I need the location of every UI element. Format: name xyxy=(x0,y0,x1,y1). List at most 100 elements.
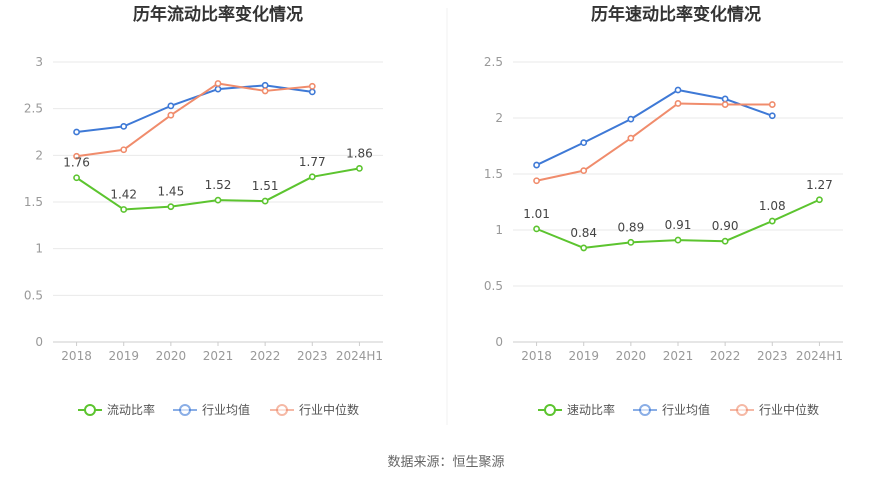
data-point xyxy=(261,87,269,95)
data-point xyxy=(214,80,222,87)
data-point xyxy=(261,197,269,205)
x-tick-label: 2018 xyxy=(61,349,92,363)
y-tick-label: 0 xyxy=(35,335,43,349)
data-label: 1.77 xyxy=(299,155,326,169)
data-point xyxy=(73,128,80,136)
series-line xyxy=(536,89,773,166)
data-point xyxy=(674,86,682,94)
y-tick-label: 1.5 xyxy=(484,167,503,181)
data-label: 0.91 xyxy=(665,218,692,232)
legend-marker xyxy=(276,404,288,416)
data-point xyxy=(120,123,128,130)
data-point xyxy=(261,81,269,89)
x-tick-label: 2024H1 xyxy=(796,349,843,363)
data-point xyxy=(120,146,128,154)
data-point xyxy=(214,85,222,93)
x-tick-label: 2024H1 xyxy=(336,349,383,363)
y-tick-label: 0.5 xyxy=(484,279,503,293)
legend-marker xyxy=(84,404,96,416)
data-point xyxy=(308,88,316,96)
data-point xyxy=(580,139,588,147)
data-label: 1.27 xyxy=(806,178,833,192)
data-point xyxy=(768,217,776,225)
x-tick-label: 2019 xyxy=(108,349,139,363)
y-tick-label: 0 xyxy=(495,335,503,349)
x-tick-label: 2023 xyxy=(297,349,328,363)
source-note: 数据来源：恒生聚源 xyxy=(387,455,504,470)
series-company: 1.76 1.42 1.45 1.52 1.51 1.77 1.86 xyxy=(63,146,373,213)
legend-item-industry_median: 行业中位数 xyxy=(730,402,819,417)
series-industry_median xyxy=(73,80,316,160)
y-tick-label: 1.5 xyxy=(24,195,43,209)
x-tick-label: 2021 xyxy=(203,349,234,363)
x-tick-label: 2020 xyxy=(616,349,647,363)
series-line xyxy=(76,82,313,158)
data-point xyxy=(674,236,682,244)
y-tick-label: 1 xyxy=(35,242,43,256)
data-label: 1.86 xyxy=(346,146,373,160)
x-tick-label: 2019 xyxy=(568,349,599,363)
y-tick-label: 0.5 xyxy=(24,288,43,302)
chart-title: 历年速动比率变化情况 xyxy=(591,4,761,25)
legend-marker xyxy=(179,404,191,416)
data-point xyxy=(167,102,175,110)
data-point xyxy=(73,174,80,182)
data-label: 0.84 xyxy=(570,226,597,240)
data-point xyxy=(768,101,776,108)
data-point xyxy=(356,164,363,172)
data-point xyxy=(120,206,128,213)
data-point xyxy=(580,244,588,252)
legend-item-company: 流动比率 xyxy=(78,402,155,417)
data-point xyxy=(721,95,729,103)
y-tick-label: 2.5 xyxy=(24,102,43,116)
data-label: 1.76 xyxy=(63,156,90,170)
legend-item-industry_avg: 行业均值 xyxy=(633,402,710,417)
data-point xyxy=(167,111,175,119)
data-point xyxy=(768,112,776,120)
data-label: 0.90 xyxy=(712,219,739,233)
legend-label: 行业均值 xyxy=(202,402,250,417)
data-label: 1.51 xyxy=(252,179,279,193)
data-label: 1.52 xyxy=(205,178,232,192)
y-tick-label: 3 xyxy=(35,55,43,69)
data-point xyxy=(308,173,316,181)
data-label: 1.45 xyxy=(157,185,184,199)
data-point xyxy=(308,82,316,90)
series-line xyxy=(536,102,773,182)
legend-marker xyxy=(639,404,651,416)
legend-item-industry_median: 行业中位数 xyxy=(270,402,359,417)
data-label: 1.01 xyxy=(523,207,550,221)
chart-title: 历年流动比率变化情况 xyxy=(133,4,303,25)
legend-label: 速动比率 xyxy=(567,402,615,417)
y-tick-label: 2 xyxy=(35,148,43,162)
data-point xyxy=(580,167,588,175)
legend-marker xyxy=(544,404,556,416)
data-point xyxy=(214,196,222,204)
data-point xyxy=(533,161,540,169)
y-tick-label: 2 xyxy=(495,111,503,125)
data-point xyxy=(627,134,635,142)
data-point xyxy=(73,152,80,160)
data-point xyxy=(674,100,682,107)
y-tick-label: 1 xyxy=(495,223,503,237)
legend-label: 行业均值 xyxy=(662,402,710,417)
data-point xyxy=(721,237,729,245)
legend-label: 流动比率 xyxy=(107,402,155,417)
legend-item-industry_avg: 行业均值 xyxy=(173,402,250,417)
x-tick-label: 2022 xyxy=(250,349,281,363)
series-industry_avg xyxy=(533,86,776,169)
legend-label: 行业中位数 xyxy=(299,402,359,417)
x-tick-label: 2021 xyxy=(663,349,694,363)
x-tick-label: 2018 xyxy=(521,349,552,363)
x-tick-label: 2020 xyxy=(156,349,187,363)
data-label: 0.89 xyxy=(617,220,644,234)
data-label: 1.08 xyxy=(759,199,786,213)
x-tick-label: 2022 xyxy=(710,349,741,363)
x-tick-label: 2023 xyxy=(757,349,788,363)
chart-2: 历年速动比率变化情况 0 0.5 1 1.5 2 2.5 2018 2019 2020 2021 20… xyxy=(484,4,843,417)
data-point xyxy=(533,225,540,233)
y-tick-label: 2.5 xyxy=(484,55,503,69)
series-line xyxy=(76,84,313,133)
